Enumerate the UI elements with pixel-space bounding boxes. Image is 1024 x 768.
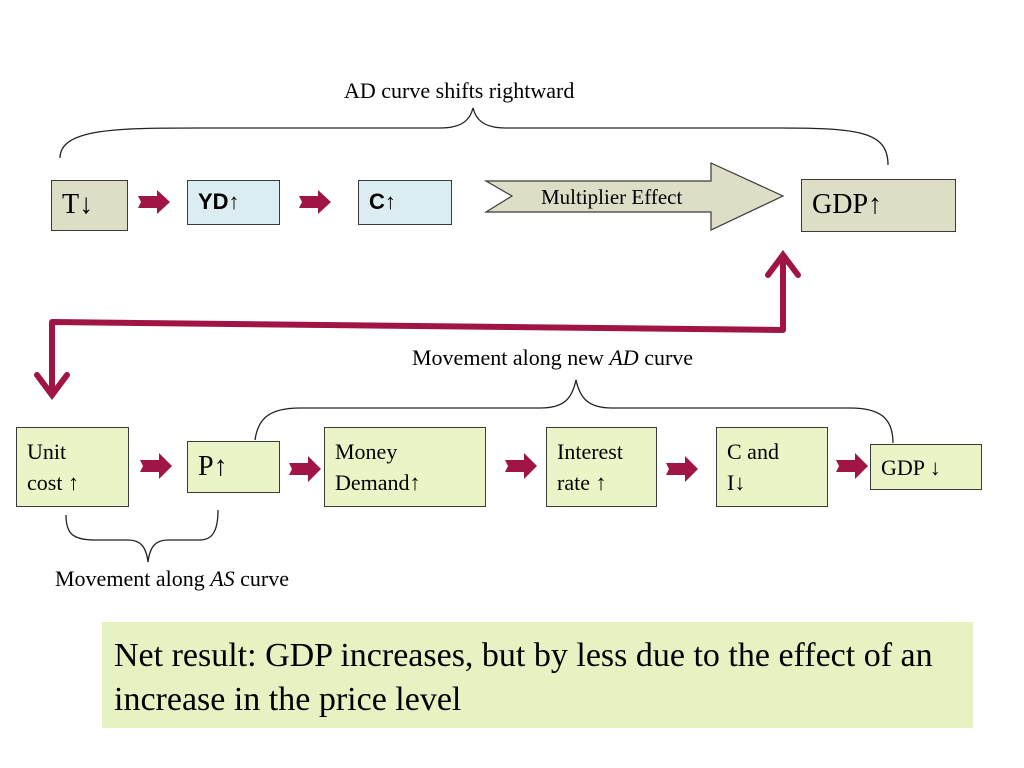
price-up-text: P↑ <box>198 451 228 482</box>
tax-down-text: T↓ <box>62 189 94 220</box>
flow-arrow-ci-gdp <box>836 453 868 479</box>
ad-movement-label-em: AD <box>609 345 639 370</box>
interest-rate-box: Interest rate ↑ <box>546 427 657 507</box>
unit-cost-box: Unit cost ↑ <box>16 427 129 507</box>
tax-down-box: T↓ <box>51 180 128 231</box>
feedback-arrowhead-up <box>765 250 801 278</box>
net-result-box: Net result: GDP increases, but by less d… <box>102 622 973 728</box>
consumption-investment-line2: I↓ <box>727 470 746 495</box>
money-demand-line2: Demand↑ <box>335 470 421 495</box>
gdp-up-text: GDP↑ <box>812 189 883 220</box>
interest-rate-line2: rate ↑ <box>557 470 607 495</box>
consumption-up-text: C↑ <box>369 189 396 214</box>
flow-arrow-p-money <box>289 456 321 482</box>
unit-cost-line1: Unit <box>27 439 67 464</box>
flow-arrow-interest-ci <box>666 456 698 482</box>
ad-movement-label-prefix: Movement along new <box>412 345 610 370</box>
consumption-investment-line1: C and <box>727 439 779 464</box>
flow-arrows <box>138 190 868 482</box>
net-result-text: Net result: GDP increases, but by less d… <box>114 637 933 718</box>
gdp-down-box: GDP ↓ <box>870 444 982 490</box>
as-movement-label-prefix: Movement along <box>55 566 211 591</box>
yd-up-box: YD↑ <box>187 180 280 225</box>
yd-up-text: YD↑ <box>198 189 240 214</box>
consumption-investment-box: C and I↓ <box>716 427 828 507</box>
gdp-up-box: GDP↑ <box>801 179 956 232</box>
top-brace <box>59 107 889 166</box>
as-movement-label: Movement along AS curve <box>55 566 289 592</box>
as-movement-brace <box>65 509 219 563</box>
interest-rate-line1: Interest <box>557 439 623 464</box>
ad-movement-brace <box>254 379 894 444</box>
flow-arrow-yd-c <box>299 190 331 214</box>
gdp-down-text: GDP ↓ <box>881 455 941 480</box>
money-demand-box: Money Demand↑ <box>324 427 486 507</box>
feedback-line <box>49 255 786 392</box>
multiplier-effect-label: Multiplier Effect <box>541 185 683 209</box>
flow-arrow-unit-p <box>140 453 172 479</box>
feedback-arrowhead-down <box>34 372 70 400</box>
flow-arrow-t-yd <box>138 190 170 214</box>
as-movement-label-suffix: curve <box>234 566 290 591</box>
consumption-up-box: C↑ <box>358 180 452 225</box>
multiplier-arrow <box>483 162 785 231</box>
money-demand-line1: Money <box>335 439 398 464</box>
as-movement-label-em: AS <box>210 566 235 591</box>
price-up-box: P↑ <box>187 441 280 493</box>
ad-shift-label: AD curve shifts rightward <box>344 78 575 103</box>
ad-movement-label: Movement along new AD curve <box>412 345 693 371</box>
unit-cost-line2: cost ↑ <box>27 470 79 495</box>
ad-movement-label-suffix: curve <box>638 345 694 370</box>
flow-arrow-money-interest <box>505 453 537 479</box>
